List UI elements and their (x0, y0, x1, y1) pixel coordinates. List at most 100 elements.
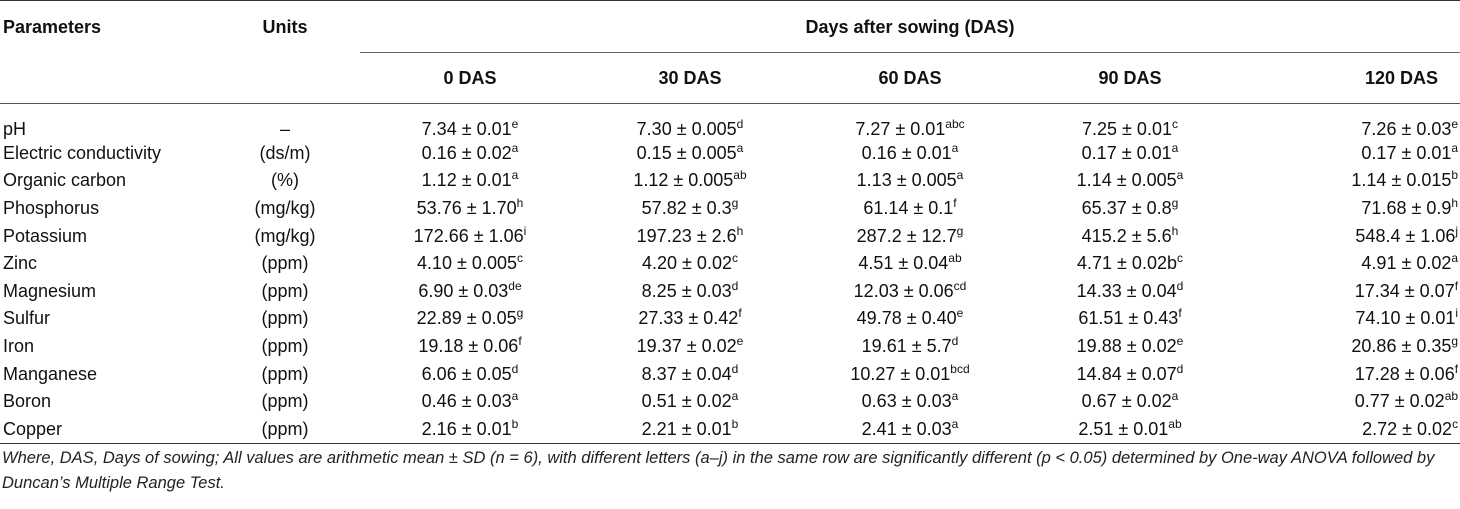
significance-letter: g (1171, 195, 1179, 210)
significance-letter: ab (1168, 416, 1182, 431)
mean-sd-value: 19.88 ± 0.02 (1076, 335, 1177, 356)
mean-sd-value: 172.66 ± 1.06 (413, 225, 524, 246)
value-cell: 7.30 ± 0.005d (580, 104, 800, 140)
value-cell: 14.33 ± 0.04d (1020, 277, 1240, 305)
mean-sd-value: 4.10 ± 0.005 (417, 253, 517, 274)
header-blank (0, 52, 210, 104)
significance-letter: a (1171, 140, 1179, 155)
value-cell: 2.51 ± 0.01ab (1020, 415, 1240, 445)
mean-sd-value: 7.34 ± 0.01 (421, 118, 512, 139)
value-cell: 0.63 ± 0.03a (800, 388, 1020, 416)
mean-sd-value: 19.18 ± 0.06 (418, 335, 519, 356)
significance-letter: c (516, 251, 523, 266)
significance-letter: h (736, 223, 744, 238)
header-day: 30 DAS (580, 52, 800, 104)
significance-letter: a (951, 416, 959, 431)
mean-sd-value: 0.15 ± 0.005 (636, 142, 737, 163)
parameter-name: pH (3, 118, 27, 139)
significance-letter: d (1176, 278, 1184, 293)
significance-letter: a (731, 389, 739, 404)
significance-letter: d (731, 278, 739, 293)
mean-sd-value: 2.51 ± 0.01 (1078, 418, 1169, 439)
mean-sd-value: 1.12 ± 0.01 (421, 170, 512, 191)
significance-letter: f (738, 306, 742, 321)
significance-letter: ab (948, 251, 962, 266)
header-blank (210, 52, 360, 104)
significance-letter: e (736, 333, 744, 348)
mean-sd-value: 1.12 ± 0.005 (633, 170, 734, 191)
value-cell: 7.25 ± 0.01c (1020, 104, 1240, 140)
parameter-name: Copper (0, 415, 210, 445)
value-cell: 6.90 ± 0.03de (360, 277, 580, 305)
parameter-unit: (ppm) (210, 415, 360, 445)
header-parameters: Parameters (0, 0, 210, 53)
significance-letter: g (516, 306, 524, 321)
mean-sd-value: 57.82 ± 0.3 (641, 197, 732, 218)
value-cell: 0.51 ± 0.02a (580, 388, 800, 416)
mean-sd-value: 61.51 ± 0.43 (1078, 308, 1179, 329)
parameter-unit: (ppm) (261, 335, 309, 356)
value-cell: 20.86 ± 0.35g (1240, 333, 1460, 361)
mean-sd-value: 7.26 ± 0.03 (1361, 118, 1452, 139)
mean-sd-value: 2.21 ± 0.01 (641, 418, 732, 439)
significance-letter: g (1451, 333, 1459, 348)
parameter-name: Organic carbon (3, 170, 127, 191)
value-cell: 1.12 ± 0.01a (360, 167, 580, 195)
mean-sd-value: 19.61 ± 5.7 (861, 335, 952, 356)
mean-sd-value: 0.17 ± 0.01 (1081, 142, 1172, 163)
significance-letter: h (516, 195, 524, 210)
significance-letter: d (951, 333, 959, 348)
significance-letter: a (1176, 168, 1184, 183)
value-cell: 2.72 ± 0.02c (1240, 415, 1460, 445)
table-footnote: Where, DAS, Days of sowing; All values a… (2, 449, 1435, 492)
significance-letter: a (511, 389, 519, 404)
header-das-group: Days after sowing (DAS) (360, 0, 1460, 53)
parameter-name: Zinc (3, 253, 38, 274)
value-cell: 74.10 ± 0.01i (1240, 305, 1460, 333)
value-cell: 4.20 ± 0.02c (580, 250, 800, 278)
table-row: Potassium (mg/kg) 172.66 ± 1.06i 197.23 ± 2… (0, 222, 1460, 250)
significance-letter: cd (953, 278, 967, 293)
significance-letter: d (736, 116, 744, 131)
mean-sd-value: 1.14 ± 0.015 (1351, 170, 1452, 191)
value-cell: 1.14 ± 0.015b (1240, 167, 1460, 195)
value-cell: 19.37 ± 0.02e (580, 333, 800, 361)
parameter-unit: (%) (271, 170, 299, 191)
table-row: Phosphorus (mg/kg) 53.76 ± 1.70h 57.82 ± 0.… (0, 195, 1460, 223)
mean-sd-value: 8.25 ± 0.03 (641, 280, 732, 301)
mean-sd-value: 7.30 ± 0.005 (636, 118, 737, 139)
value-cell: 61.51 ± 0.43f (1020, 305, 1240, 333)
significance-letter: bcd (950, 361, 970, 376)
mean-sd-value: 0.17 ± 0.01 (1361, 142, 1452, 163)
mean-sd-value: 71.68 ± 0.9 (1361, 197, 1452, 218)
value-cell: 53.76 ± 1.70h (360, 195, 580, 223)
parameter-name: Magnesium (3, 280, 97, 301)
value-cell: 19.61 ± 5.7d (800, 333, 1020, 361)
mean-sd-value: 2.41 ± 0.03 (861, 418, 952, 439)
value-cell: 17.34 ± 0.07f (1240, 277, 1460, 305)
value-cell: 12.03 ± 0.06cd (800, 277, 1020, 305)
mean-sd-value: 4.20 ± 0.02 (642, 253, 732, 274)
mean-sd-value: 0.16 ± 0.02 (421, 142, 512, 163)
value-cell: 4.91 ± 0.02a (1240, 250, 1460, 278)
significance-letter: b (731, 416, 739, 431)
soil-parameters-table: Parameters Units Days after sowing (DAS)… (0, 0, 1460, 445)
value-cell: 197.23 ± 2.6h (580, 222, 800, 250)
mean-sd-value: 6.90 ± 0.03 (418, 280, 509, 301)
value-cell: 1.13 ± 0.005a (800, 167, 1020, 195)
value-cell: 6.06 ± 0.05d (360, 360, 580, 388)
mean-sd-value: 8.37 ± 0.04 (641, 363, 732, 384)
table-row: Copper (ppm) 2.16 ± 0.01b 2.21 ± 0.01b 2.41 … (0, 415, 1460, 445)
significance-letter: a (511, 168, 519, 183)
value-cell: 71.68 ± 0.9h (1240, 195, 1460, 223)
mean-sd-value: 20.86 ± 0.35 (1351, 335, 1452, 356)
value-cell: 14.84 ± 0.07d (1020, 360, 1240, 388)
parameter-unit: (mg/kg) (254, 197, 316, 218)
mean-sd-value: 2.72 ± 0.02 (1362, 418, 1453, 439)
significance-letter: a (1451, 251, 1459, 266)
significance-letter: de (508, 278, 522, 293)
mean-sd-value: 4.51 ± 0.04 (858, 253, 949, 274)
mean-sd-value: 0.16 ± 0.01 (861, 142, 952, 163)
significance-letter: e (1451, 116, 1459, 131)
